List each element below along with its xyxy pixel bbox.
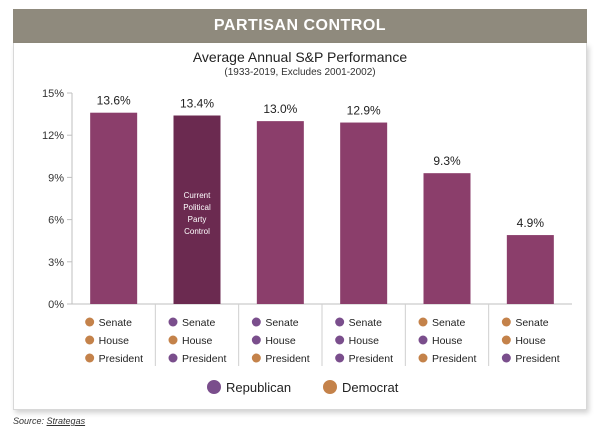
party-dot [168,353,178,363]
party-dot [251,335,261,345]
party-dot [251,353,261,363]
chart-subtitle: (1933-2019, Excludes 2001-2002) [224,67,376,78]
legend-swatch [207,380,221,394]
party-dot [168,335,178,345]
party-row-label: House [349,335,380,347]
party-row-label: House [515,335,546,347]
chart-title: Average Annual S&P Performance [192,49,408,65]
banner-title: PARTISAN CONTROL [13,9,587,43]
party-dot [501,317,511,327]
highlight-label: Current [184,191,211,200]
legend-label: Republican [226,380,291,395]
bar [340,122,388,304]
highlight-label: Political [183,203,211,212]
party-row-label: House [99,335,130,347]
party-row-label: President [432,353,476,365]
party-row-label: Senate [182,317,215,329]
party-dot [501,335,511,345]
data-label: 4.9% [517,216,545,230]
party-row-label: President [182,353,226,365]
y-tick-label: 12% [42,130,64,142]
data-label: 13.6% [97,94,131,108]
party-row-label: House [265,335,296,347]
data-label: 13.4% [180,97,214,111]
y-tick-label: 9% [48,172,64,184]
party-row-label: President [99,353,143,365]
highlight-label: Party [188,215,207,224]
party-dot [335,317,345,327]
party-row-label: House [182,335,213,347]
party-row-label: Senate [432,317,465,329]
source-name[interactable]: Strategas [46,416,86,426]
party-dot [335,335,345,345]
source-note: Source: Strategas [13,416,85,426]
highlight-label: Control [184,227,210,236]
party-dot [85,317,95,327]
party-dot [85,335,95,345]
party-row-label: Senate [99,317,132,329]
party-dot [85,353,95,363]
party-dot [335,353,345,363]
party-row-label: President [349,353,393,365]
party-row-label: President [265,353,309,365]
party-dot [168,317,178,327]
party-row-label: Senate [265,317,298,329]
bar [423,173,471,304]
bar [256,121,304,304]
y-tick-label: 0% [48,299,64,311]
data-label: 13.0% [263,102,297,116]
bar [173,115,221,304]
legend-label: Democrat [342,380,399,395]
party-row-label: Senate [515,317,548,329]
party-row-label: House [432,335,463,347]
data-label: 9.3% [433,154,461,168]
party-row-label: Senate [349,317,382,329]
party-dot [418,317,428,327]
data-label: 12.9% [347,104,381,118]
party-dot [418,353,428,363]
source-prefix: Source: [13,416,45,426]
y-tick-label: 3% [48,257,64,269]
bar [506,235,554,304]
legend-swatch [323,380,337,394]
y-tick-label: 15% [42,88,64,100]
party-dot [501,353,511,363]
party-dot [251,317,261,327]
party-dot [418,335,428,345]
party-row-label: President [515,353,559,365]
y-tick-label: 6% [48,215,64,227]
bar [90,112,138,305]
